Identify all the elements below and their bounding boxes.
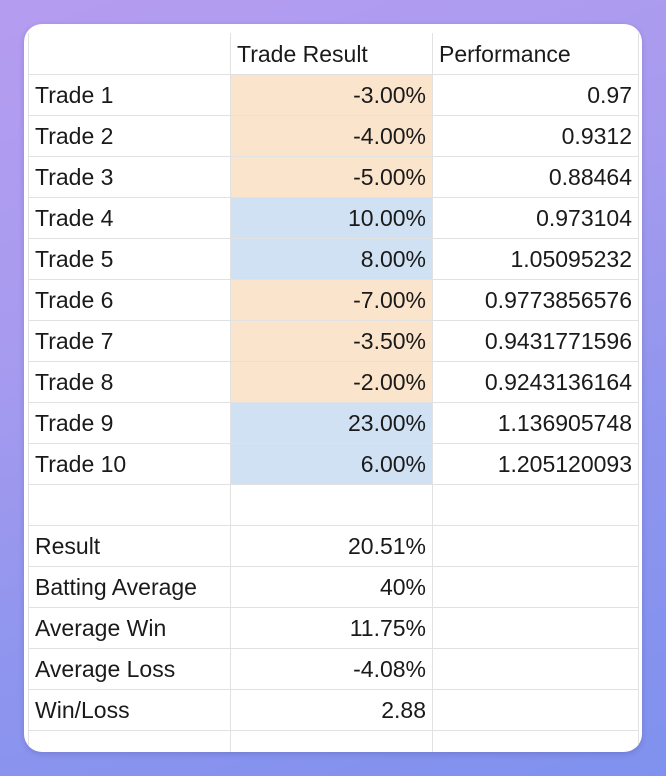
performance-cell[interactable]: 0.973104 — [432, 197, 639, 239]
trade-row: Trade 5 8.00% 1.05095232 — [28, 238, 639, 280]
trade-spreadsheet: Trade Result Performance Trade 1 -3.00% 0.… — [28, 33, 639, 752]
blank-row — [28, 730, 639, 752]
trade-result-cell[interactable]: 6.00% — [230, 443, 433, 485]
performance-cell[interactable]: 0.88464 — [432, 156, 639, 198]
summary-label-cell[interactable]: Win/Loss — [28, 689, 231, 731]
summary-label-cell[interactable]: Average Loss — [28, 648, 231, 690]
summary-value-cell[interactable]: 20.51% — [230, 525, 433, 567]
empty-cell[interactable] — [28, 484, 231, 526]
performance-cell[interactable]: 0.97 — [432, 74, 639, 116]
summary-row: Average Loss -4.08% — [28, 648, 639, 690]
trade-row: Trade 1 -3.00% 0.97 — [28, 74, 639, 116]
performance-cell[interactable]: 0.9312 — [432, 115, 639, 157]
performance-cell[interactable]: 0.9243136164 — [432, 361, 639, 403]
trade-label-cell[interactable]: Trade 3 — [28, 156, 231, 198]
summary-value-cell[interactable]: 2.88 — [230, 689, 433, 731]
header-cell-performance[interactable]: Performance — [432, 33, 639, 75]
empty-cell[interactable] — [230, 484, 433, 526]
empty-cell[interactable] — [28, 730, 231, 752]
trade-label-cell[interactable]: Trade 6 — [28, 279, 231, 321]
trade-label-cell[interactable]: Trade 4 — [28, 197, 231, 239]
empty-cell[interactable] — [432, 566, 639, 608]
trade-result-cell[interactable]: -4.00% — [230, 115, 433, 157]
summary-label-cell[interactable]: Result — [28, 525, 231, 567]
trade-label-cell[interactable]: Trade 9 — [28, 402, 231, 444]
summary-value-cell[interactable]: 11.75% — [230, 607, 433, 649]
header-cell-trade-result[interactable]: Trade Result — [230, 33, 433, 75]
blank-row — [28, 484, 639, 526]
trade-label-cell[interactable]: Trade 1 — [28, 74, 231, 116]
empty-cell[interactable] — [432, 730, 639, 752]
trade-result-cell[interactable]: -3.50% — [230, 320, 433, 362]
trade-row: Trade 8 -2.00% 0.9243136164 — [28, 361, 639, 403]
trade-row: Trade 7 -3.50% 0.9431771596 — [28, 320, 639, 362]
empty-cell[interactable] — [230, 730, 433, 752]
performance-cell[interactable]: 0.9431771596 — [432, 320, 639, 362]
summary-row: Win/Loss 2.88 — [28, 689, 639, 731]
trade-result-cell[interactable]: -5.00% — [230, 156, 433, 198]
performance-cell[interactable]: 1.136905748 — [432, 402, 639, 444]
summary-row: Result 20.51% — [28, 525, 639, 567]
trade-row: Trade 4 10.00% 0.973104 — [28, 197, 639, 239]
trade-result-cell[interactable]: 10.00% — [230, 197, 433, 239]
empty-cell[interactable] — [432, 648, 639, 690]
empty-cell[interactable] — [432, 484, 639, 526]
trade-row: Trade 3 -5.00% 0.88464 — [28, 156, 639, 198]
summary-value-cell[interactable]: -4.08% — [230, 648, 433, 690]
header-cell-blank[interactable] — [28, 33, 231, 75]
summary-label-cell[interactable]: Batting Average — [28, 566, 231, 608]
trade-row: Trade 10 6.00% 1.205120093 — [28, 443, 639, 485]
trade-row: Trade 2 -4.00% 0.9312 — [28, 115, 639, 157]
performance-cell[interactable]: 0.9773856576 — [432, 279, 639, 321]
empty-cell[interactable] — [432, 689, 639, 731]
trade-label-cell[interactable]: Trade 5 — [28, 238, 231, 280]
trade-row: Trade 9 23.00% 1.136905748 — [28, 402, 639, 444]
trade-label-cell[interactable]: Trade 8 — [28, 361, 231, 403]
trade-result-cell[interactable]: 23.00% — [230, 402, 433, 444]
performance-cell[interactable]: 1.205120093 — [432, 443, 639, 485]
summary-label-cell[interactable]: Average Win — [28, 607, 231, 649]
trade-label-cell[interactable]: Trade 2 — [28, 115, 231, 157]
trade-row: Trade 6 -7.00% 0.9773856576 — [28, 279, 639, 321]
empty-cell[interactable] — [432, 607, 639, 649]
summary-row: Batting Average 40% — [28, 566, 639, 608]
trade-result-cell[interactable]: -2.00% — [230, 361, 433, 403]
trade-label-cell[interactable]: Trade 7 — [28, 320, 231, 362]
performance-cell[interactable]: 1.05095232 — [432, 238, 639, 280]
trade-label-cell[interactable]: Trade 10 — [28, 443, 231, 485]
summary-value-cell[interactable]: 40% — [230, 566, 433, 608]
summary-row: Average Win 11.75% — [28, 607, 639, 649]
empty-cell[interactable] — [432, 525, 639, 567]
spreadsheet-card: Trade Result Performance Trade 1 -3.00% 0.… — [24, 24, 642, 752]
trade-result-cell[interactable]: -7.00% — [230, 279, 433, 321]
header-row: Trade Result Performance — [28, 33, 639, 75]
trade-result-cell[interactable]: 8.00% — [230, 238, 433, 280]
trade-result-cell[interactable]: -3.00% — [230, 74, 433, 116]
